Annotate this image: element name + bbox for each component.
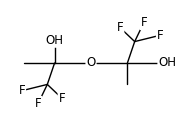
- Text: F: F: [59, 92, 65, 105]
- Text: O: O: [86, 56, 96, 70]
- Text: F: F: [35, 97, 41, 110]
- Text: F: F: [141, 16, 147, 29]
- Text: F: F: [117, 21, 123, 34]
- Text: OH: OH: [46, 34, 64, 47]
- Text: F: F: [19, 84, 25, 97]
- Text: F: F: [157, 29, 163, 42]
- Text: OH: OH: [158, 56, 176, 70]
